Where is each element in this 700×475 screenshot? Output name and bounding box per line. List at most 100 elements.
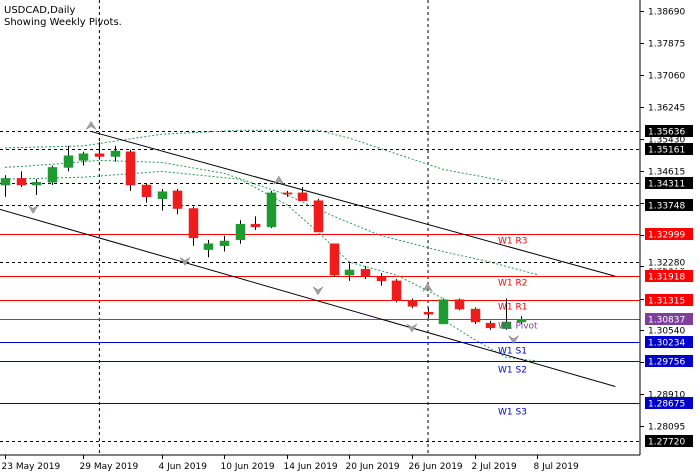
envelope-lower-line xyxy=(4,170,444,299)
dashed-tag-2-bg xyxy=(645,177,693,189)
candle-body-7 xyxy=(110,150,121,157)
dashed-tag-text-4: 1.32280 xyxy=(648,259,685,269)
candle-body-24 xyxy=(376,276,387,282)
x-tick-label-0: 23 May 2019 xyxy=(2,462,61,472)
candle-body-28 xyxy=(438,299,449,325)
pivot-label-w1-r3: W1 R3 xyxy=(498,237,527,247)
candle-body-14 xyxy=(219,240,230,246)
y-tick-label-12: 1.28910 xyxy=(648,391,685,401)
candle-body-8 xyxy=(125,151,136,186)
pivot-tag-w1-s2-text: 1.29756 xyxy=(648,358,685,368)
x-tick-label-6: 26 Jun 2019 xyxy=(409,462,463,472)
y-tick-label-3: 1.36245 xyxy=(648,104,685,114)
chart-subtitle: Showing Weekly Pivots. xyxy=(4,17,122,28)
fractal-markers xyxy=(27,120,519,345)
dashed-tag-1-bg xyxy=(645,143,693,155)
candle-body-23 xyxy=(360,268,371,277)
candle-body-11 xyxy=(172,190,183,209)
x-tick-label-7: 2 Jul 2019 xyxy=(472,462,517,472)
pivot-level-labels: W1 R3 W1 R2 W1 R1 W1 Pivot W1 S1 W1 S2 W1 S3 xyxy=(498,237,538,418)
x-tick-label-2: 4 Jun 2019 xyxy=(159,462,208,472)
envelope-upper-line xyxy=(4,129,506,182)
candle-body-16 xyxy=(250,223,261,228)
candle-body-6 xyxy=(94,153,105,157)
pivot-tag-w1-r3-text: 1.32999 xyxy=(648,231,685,241)
candle-body-26 xyxy=(407,300,418,307)
dashed-tag-0-text: 1.35636 xyxy=(648,128,685,138)
pivot-tag-w1-s3-text: 1.28675 xyxy=(648,400,685,410)
candlestick-series xyxy=(0,142,527,330)
pivot-tag-w1-pivot-bg xyxy=(645,313,693,325)
y-tick-label-4: 1.35430 xyxy=(648,136,685,146)
channel-lines xyxy=(0,130,616,388)
candle-body-22 xyxy=(344,269,355,276)
candle-body-13 xyxy=(203,243,214,250)
fractal-up-2 xyxy=(273,175,285,185)
pivot-tag-w1-pivot-text: 1.30837 xyxy=(648,316,685,326)
dashed-tag-1-text: 1.35161 xyxy=(648,146,685,156)
pivot-label-w1-r1: W1 R1 xyxy=(498,303,527,313)
candle-body-33 xyxy=(516,318,527,323)
candle-body-10 xyxy=(157,191,168,199)
pivot-tag-w1-s1-text: 1.30234 xyxy=(648,339,685,349)
y-tick-label-5: 1.34615 xyxy=(648,168,685,178)
candle-body-20 xyxy=(313,200,324,233)
dashed-tag-bg-4 xyxy=(645,256,693,268)
candle-body-19 xyxy=(297,192,308,201)
pivot-label-w1-r2: W1 R2 xyxy=(498,279,527,289)
candle-body-4 xyxy=(63,155,74,168)
candle-body-0 xyxy=(0,178,11,186)
pivot-tag-w1-s3-bg xyxy=(645,397,693,409)
fractal-down-6 xyxy=(406,323,418,333)
fractal-up-0 xyxy=(85,120,97,130)
symbol-title: USDCAD,Daily xyxy=(4,5,75,16)
candle-body-31 xyxy=(485,322,496,329)
fractal-down-3 xyxy=(179,257,191,266)
candle-body-3 xyxy=(47,167,58,183)
candle-body-12 xyxy=(188,208,199,239)
candle-body-21 xyxy=(329,243,340,276)
pivot-label-w1-s1: W1 S1 xyxy=(498,347,527,357)
pivot-tag-w1-r2-bg xyxy=(645,270,693,282)
pivot-label-w1-pivot: W1 Pivot xyxy=(498,322,538,332)
candle-body-2 xyxy=(31,182,42,186)
dashed-tag-5-bg xyxy=(645,435,693,447)
candle-body-18 xyxy=(282,192,293,195)
pivot-tag-w1-r2-text: 1.31918 xyxy=(648,273,685,283)
candle-body-1 xyxy=(16,178,27,186)
pivot-label-w1-s3: W1 S3 xyxy=(498,408,527,418)
pivot-tag-w1-s1-bg xyxy=(645,336,693,348)
y-tick-label-1: 1.37875 xyxy=(648,40,685,50)
candle-body-27 xyxy=(423,311,434,315)
x-tick-label-4: 14 Jun 2019 xyxy=(284,462,338,472)
dashed-tag-0-bg xyxy=(645,125,693,137)
dashed-tag-3-text: 1.33748 xyxy=(648,202,685,212)
grid-lines xyxy=(98,0,429,455)
price-tags: 1.35636 1.35161 1.34311 1.33748 1.32280 1.277… xyxy=(645,125,693,448)
pivot-tag-w1-s2-bg xyxy=(645,355,693,367)
fractal-down-1 xyxy=(27,205,39,214)
envelope-inner-line xyxy=(4,159,538,276)
pivot-tag-w1-r3-bg xyxy=(645,228,693,240)
time-axis: 23 May 2019 29 May 2019 4 Jun 2019 10 Jun 2… xyxy=(0,454,640,472)
channel-line-1 xyxy=(0,208,616,388)
fractal-down-7 xyxy=(508,335,519,345)
y-tick-label-2: 1.37060 xyxy=(648,72,685,82)
candle-body-9 xyxy=(141,184,152,198)
x-tick-label-3: 10 Jun 2019 xyxy=(221,462,275,472)
candle-body-15 xyxy=(235,223,246,241)
candle-body-25 xyxy=(391,280,402,301)
candle-body-32 xyxy=(501,321,512,329)
x-tick-label-5: 20 Jun 2019 xyxy=(346,462,400,472)
pivot-label-w1-s2: W1 S2 xyxy=(498,366,527,376)
fractal-down-4 xyxy=(312,286,324,296)
dashed-tag-2-text: 1.34311 xyxy=(648,180,685,190)
fractal-up-5 xyxy=(422,282,433,292)
pivot-tag-w1-r1-bg xyxy=(645,294,693,306)
y-tick-label-10: 1.30540 xyxy=(648,327,685,337)
candle-body-29 xyxy=(454,299,465,310)
x-tick-label-8: 8 Jul 2019 xyxy=(534,462,579,472)
